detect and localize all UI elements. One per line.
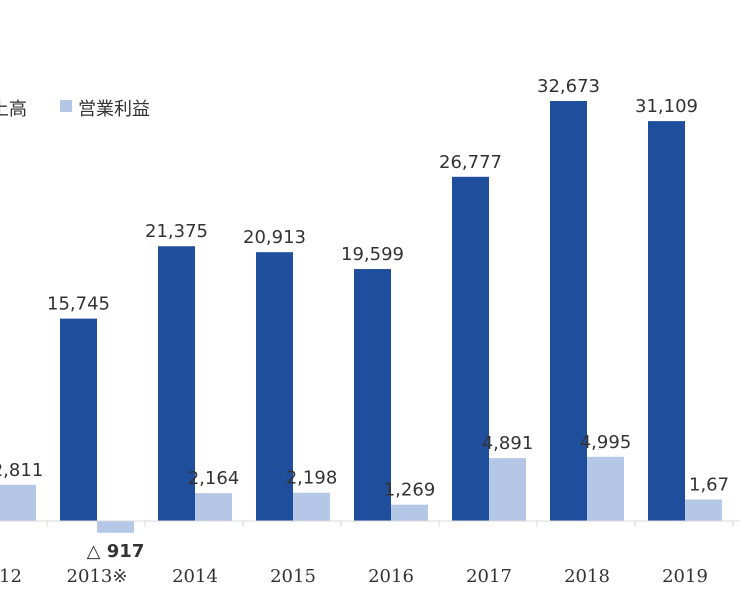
value-label-operating-profit-5: 4,891 [482,433,534,454]
bar-operating-profit-1 [97,521,134,533]
bar-sales-3 [256,252,293,521]
legend-swatch-operating-profit [60,100,72,112]
value-label-sales-7: 31,109 [635,96,698,117]
legend-label-operating-profit: 営業利益 [78,99,150,120]
category-label-1: 2013※ [67,566,128,587]
bar-operating-profit-7 [685,499,722,521]
bar-sales-7 [648,121,685,521]
bar-sales-1 [60,318,97,521]
x-axis-ticks [46,521,734,527]
value-label-sales-0: 310 [0,280,1,301]
bar-sales-6 [550,101,587,521]
category-label-2: 2014 [172,566,218,587]
bar-sales-2 [158,246,195,521]
category-label-7: 2019 [662,566,708,587]
value-label-operating-profit-0: 2,811 [0,460,43,481]
bars-layer [0,101,722,533]
legend-label-sales: 上高 [0,99,27,120]
value-label-sales-6: 32,673 [537,76,600,97]
value-label-operating-profit-2: 2,164 [188,468,240,489]
bar-operating-profit-4 [391,504,428,521]
value-label-sales-2: 21,375 [145,221,208,242]
value-label-operating-profit-1: △ 917 [87,541,145,562]
value-label-sales-3: 20,913 [243,227,306,248]
value-label-sales-1: 15,745 [47,294,110,315]
bar-operating-profit-3 [293,492,330,521]
labels-layer: 310 2,811 2012 15,745 △ 917 2013※ 21,375 2,164 2… [0,76,729,587]
category-label-6: 2018 [564,566,610,587]
category-label-0: 2012 [0,566,22,587]
bar-sales-5 [452,176,489,521]
value-label-operating-profit-3: 2,198 [286,468,338,489]
value-label-operating-profit-7: 1,67 [689,475,729,496]
category-label-4: 2016 [368,566,414,587]
bar-operating-profit-0 [0,484,36,521]
value-label-sales-5: 26,777 [439,152,502,173]
bar-operating-profit-2 [195,493,232,521]
value-label-operating-profit-6: 4,995 [580,432,632,453]
value-label-sales-4: 19,599 [341,244,404,265]
legend: 上高 営業利益 [0,99,150,120]
category-label-5: 2017 [466,566,512,587]
category-label-3: 2015 [270,566,316,587]
bar-operating-profit-5 [489,458,526,521]
bar-sales-4 [354,269,391,521]
value-label-operating-profit-4: 1,269 [384,480,436,501]
bar-operating-profit-6 [587,456,624,521]
